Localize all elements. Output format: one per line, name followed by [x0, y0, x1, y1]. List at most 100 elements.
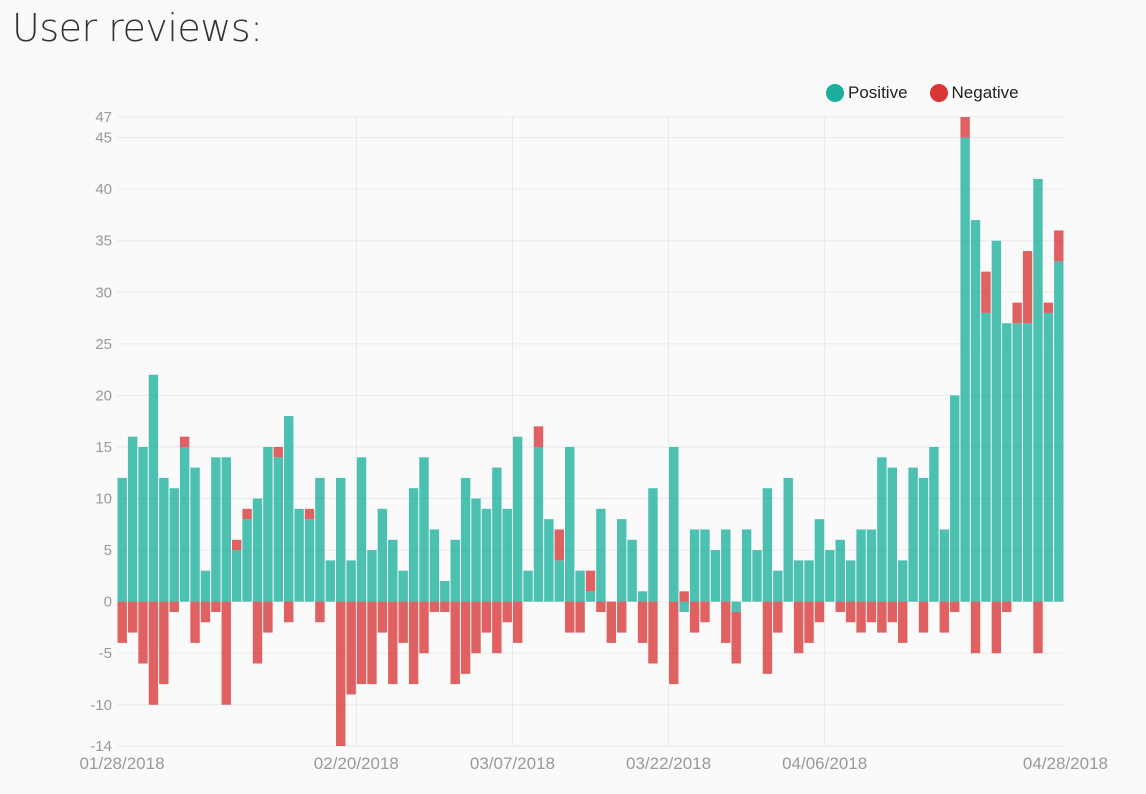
positive-bar[interactable]	[284, 416, 294, 602]
negative-bar[interactable]	[419, 601, 429, 654]
negative-bar[interactable]	[190, 601, 200, 643]
positive-bar[interactable]	[918, 477, 929, 602]
positive-bar[interactable]	[731, 601, 741, 612]
positive-bar[interactable]	[970, 220, 981, 602]
negative-bar[interactable]	[700, 601, 710, 623]
negative-bar[interactable]	[721, 601, 731, 643]
positive-bar[interactable]	[221, 457, 231, 602]
positive-bar[interactable]	[294, 508, 304, 602]
positive-bar[interactable]	[991, 240, 1002, 602]
positive-bar[interactable]	[315, 477, 325, 602]
negative-bar[interactable]	[731, 611, 741, 664]
negative-bar[interactable]	[1033, 601, 1043, 654]
positive-bar[interactable]	[950, 395, 960, 602]
positive-bar[interactable]	[793, 560, 804, 602]
positive-bar[interactable]	[897, 560, 908, 602]
positive-bar[interactable]	[263, 446, 273, 602]
negative-bar[interactable]	[617, 601, 627, 633]
legend-item-positive[interactable]: Positive	[826, 83, 908, 103]
negative-bar[interactable]	[263, 601, 273, 633]
negative-bar[interactable]	[450, 601, 460, 685]
positive-bar[interactable]	[252, 498, 263, 602]
negative-bar[interactable]	[950, 601, 960, 612]
negative-bar[interactable]	[377, 601, 388, 633]
positive-bar[interactable]	[242, 519, 252, 602]
negative-bar[interactable]	[762, 601, 773, 674]
positive-bar[interactable]	[190, 467, 200, 602]
negative-bar[interactable]	[981, 271, 991, 313]
negative-bar[interactable]	[773, 601, 783, 633]
negative-bar[interactable]	[356, 601, 367, 685]
negative-bar[interactable]	[793, 601, 804, 654]
negative-bar[interactable]	[596, 601, 606, 612]
positive-bar[interactable]	[908, 467, 918, 602]
positive-bar[interactable]	[492, 467, 502, 602]
positive-bar[interactable]	[762, 488, 773, 602]
positive-bar[interactable]	[1033, 178, 1043, 602]
positive-bar[interactable]	[804, 560, 814, 602]
negative-bar[interactable]	[138, 601, 148, 664]
negative-bar[interactable]	[1022, 251, 1033, 324]
positive-bar[interactable]	[471, 498, 481, 602]
negative-bar[interactable]	[648, 601, 658, 664]
negative-bar[interactable]	[117, 601, 127, 643]
negative-bar[interactable]	[429, 601, 440, 612]
negative-bar[interactable]	[1012, 302, 1022, 324]
positive-bar[interactable]	[544, 519, 554, 602]
positive-bar[interactable]	[460, 477, 471, 602]
positive-bar[interactable]	[637, 591, 648, 602]
negative-bar[interactable]	[1002, 601, 1012, 612]
positive-bar[interactable]	[429, 529, 440, 602]
negative-bar[interactable]	[367, 601, 377, 685]
positive-bar[interactable]	[138, 446, 148, 602]
positive-bar[interactable]	[200, 570, 211, 602]
positive-bar[interactable]	[450, 539, 460, 602]
negative-bar[interactable]	[689, 601, 700, 633]
negative-bar[interactable]	[502, 601, 512, 623]
positive-bar[interactable]	[336, 477, 346, 602]
negative-bar[interactable]	[835, 601, 845, 612]
negative-bar[interactable]	[460, 601, 471, 674]
negative-bar[interactable]	[398, 601, 408, 643]
negative-bar[interactable]	[481, 601, 492, 633]
negative-bar[interactable]	[336, 601, 346, 746]
negative-bar[interactable]	[273, 446, 284, 458]
positive-bar[interactable]	[564, 446, 575, 602]
negative-bar[interactable]	[575, 601, 585, 633]
negative-bar[interactable]	[866, 601, 877, 623]
negative-bar[interactable]	[804, 601, 814, 643]
negative-bar[interactable]	[471, 601, 481, 654]
positive-bar[interactable]	[877, 457, 887, 602]
positive-bar[interactable]	[127, 436, 138, 602]
negative-bar[interactable]	[127, 601, 138, 633]
positive-bar[interactable]	[304, 519, 315, 602]
negative-bar[interactable]	[918, 601, 929, 633]
positive-bar[interactable]	[773, 570, 783, 602]
positive-bar[interactable]	[866, 529, 877, 602]
negative-bar[interactable]	[585, 570, 596, 592]
positive-bar[interactable]	[159, 477, 169, 602]
negative-bar[interactable]	[897, 601, 908, 643]
positive-bar[interactable]	[856, 529, 866, 602]
positive-bar[interactable]	[648, 488, 658, 602]
positive-bar[interactable]	[367, 550, 377, 602]
positive-bar[interactable]	[814, 519, 825, 602]
positive-bar[interactable]	[825, 550, 835, 602]
positive-bar[interactable]	[939, 529, 950, 602]
negative-bar[interactable]	[159, 601, 169, 685]
negative-bar[interactable]	[960, 117, 970, 138]
positive-bar[interactable]	[481, 508, 492, 602]
negative-bar[interactable]	[856, 601, 866, 633]
negative-bar[interactable]	[1043, 302, 1054, 313]
positive-bar[interactable]	[148, 374, 159, 602]
negative-bar[interactable]	[304, 508, 315, 520]
positive-bar[interactable]	[929, 446, 939, 602]
negative-bar[interactable]	[221, 601, 231, 705]
positive-bar[interactable]	[179, 446, 190, 602]
positive-bar[interactable]	[1054, 261, 1064, 602]
positive-bar[interactable]	[575, 570, 585, 602]
positive-bar[interactable]	[617, 519, 627, 602]
positive-bar[interactable]	[981, 312, 991, 602]
positive-bar[interactable]	[325, 560, 336, 602]
negative-bar[interactable]	[564, 601, 575, 633]
